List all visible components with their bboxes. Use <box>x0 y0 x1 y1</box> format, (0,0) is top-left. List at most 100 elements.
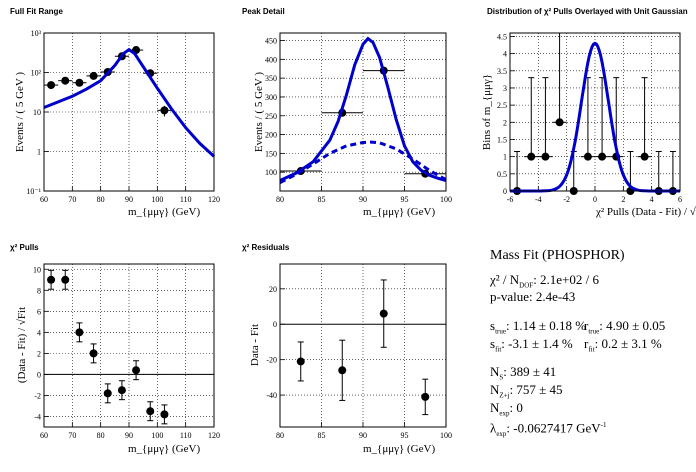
x-tick-label: 95 <box>401 195 409 204</box>
x-tick-label: 70 <box>68 431 76 440</box>
chi2-value: : 2.1e+02 / 6 <box>533 272 600 287</box>
data-point <box>640 152 649 161</box>
x-tick-label: 90 <box>359 195 367 204</box>
data-point <box>379 309 388 318</box>
x-tick-label: 80 <box>97 195 105 204</box>
nexp-sub: exp <box>499 409 510 418</box>
data-point <box>583 152 592 161</box>
nzj-sub: Z+j <box>499 391 510 400</box>
x-tick-label: 85 <box>318 431 326 440</box>
x-tick-label: 110 <box>180 431 192 440</box>
panel-title: χ² Pulls <box>10 243 39 252</box>
y-tick-label: 10 <box>33 265 41 274</box>
x-tick-label: -6 <box>507 195 514 204</box>
s-true-label: s <box>490 318 496 333</box>
x-tick-label: 100 <box>440 431 452 440</box>
ns-sub: S <box>499 373 504 382</box>
chi2-label: χ² / N <box>490 272 520 287</box>
s-fit-label: s <box>490 336 496 351</box>
nexp-value: : 0 <box>509 400 523 415</box>
nzj-value: : 757 ± 45 <box>509 382 563 397</box>
x-tick-label: 4 <box>650 195 654 204</box>
r-fit-label: r <box>584 336 589 351</box>
r-fit-value: : 0.2 ± 3.1 % <box>594 336 662 351</box>
lexp-sup: -1 <box>600 421 607 429</box>
y-tick-label: 200 <box>265 131 277 140</box>
y-tick-label: 0 <box>37 370 41 379</box>
chi2-line: χ² / NDOF: 2.1e+02 / 6 <box>490 272 599 294</box>
data-point <box>421 392 430 401</box>
data-point <box>160 106 169 115</box>
data-point <box>541 152 550 161</box>
data-point <box>61 76 70 85</box>
y-tick-label: 20 <box>269 285 277 294</box>
x-tick-label: 100 <box>440 195 452 204</box>
x-tick-label: 90 <box>125 195 133 204</box>
panel-title: Peak Detail <box>242 7 285 16</box>
fit-curve-dashed <box>279 140 447 185</box>
s-true-sub: true <box>495 327 506 336</box>
nexp-line: Nexp: 0 <box>490 400 523 422</box>
y-tick-label: -2 <box>34 391 41 400</box>
y-tick-label: 0.5 <box>497 170 507 179</box>
s-true-value: : 1.14 ± 0.18 % <box>505 318 587 333</box>
data-point <box>75 78 84 87</box>
x-tick-label: -2 <box>563 195 570 204</box>
y-tick-label: 6 <box>37 307 41 316</box>
x-tick-label: 90 <box>359 431 367 440</box>
s-fit-value: : -3.1 ± 1.4 % <box>501 336 573 351</box>
y-tick-label: 400 <box>265 55 277 64</box>
y-tick-label: 3.5 <box>497 67 507 76</box>
fit-curve <box>43 47 216 158</box>
lexp-label: λ <box>490 420 497 436</box>
y-axis-label: (Data - Fit) / √Fit <box>16 307 28 383</box>
s-fit-line: sfit: -3.1 ± 1.4 % <box>490 336 573 358</box>
data-point <box>89 71 98 80</box>
y-tick-label: 1.5 <box>497 135 507 144</box>
s-true-line: strue: 1.14 ± 0.18 % <box>490 318 586 340</box>
panel-3: χ² Pulls 60 70 80 90 100 110 120 -4 -2 0 2 4 6 8 10 m_{μ… <box>10 243 220 455</box>
y-tick-label: 2.5 <box>497 101 507 110</box>
y-tick-label: 250 <box>265 112 277 121</box>
x-tick-label: 110 <box>180 195 192 204</box>
y-tick-label: 0 <box>273 320 277 329</box>
y-tick-label: 4 <box>37 328 41 337</box>
r-true-value: : 4.90 ± 0.05 <box>599 318 666 333</box>
y-tick-label: 1 <box>503 153 507 162</box>
x-tick-label: 100 <box>151 431 163 440</box>
y-tick-label: -20 <box>266 356 277 365</box>
y-axis-label: Data - Fit <box>249 324 261 366</box>
x-tick-label: -4 <box>535 195 542 204</box>
fit-results-box: Mass Fit (PHOSPHOR) χ² / NDOF: 2.1e+02 /… <box>490 246 696 472</box>
x-tick-label: 80 <box>276 431 284 440</box>
lexp-sub: exp <box>496 429 507 438</box>
data-point <box>338 366 347 375</box>
data-point <box>146 407 155 416</box>
data-point <box>598 152 607 161</box>
x-tick-label: 70 <box>68 195 76 204</box>
panel-title: Distribution of χ² Pulls Overlayed with … <box>487 7 688 16</box>
panel-4: χ² Residuals 80 85 90 95 100 -40 -20 0 20 m_{μμγ} … <box>242 243 452 455</box>
plot-frame <box>509 32 681 192</box>
fit-curve <box>279 36 447 182</box>
ns-line: NS: 389 ± 41 <box>490 364 556 386</box>
s-fit-sub: fit <box>495 345 502 354</box>
ns-value: : 389 ± 41 <box>503 364 557 379</box>
data-point <box>61 275 70 284</box>
ns-label: N <box>490 364 500 379</box>
x-axis-label: m_{μμγ} (GeV) <box>128 206 200 218</box>
nzj-label: N <box>490 382 500 397</box>
y-tick-label: 2 <box>37 349 41 358</box>
x-tick-label: 95 <box>401 431 409 440</box>
plot-frame <box>279 32 447 192</box>
y-tick-label: 0 <box>503 187 507 196</box>
y-tick-label: 10³ <box>31 29 42 38</box>
data-point <box>117 386 126 395</box>
fit-title: Mass Fit (PHOSPHOR) <box>490 248 625 263</box>
x-tick-label: 120 <box>208 431 220 440</box>
y-axis-label: Events / ( 5 GeV ) <box>253 72 265 152</box>
y-tick-label: -4 <box>34 412 41 421</box>
data-point <box>527 152 536 161</box>
